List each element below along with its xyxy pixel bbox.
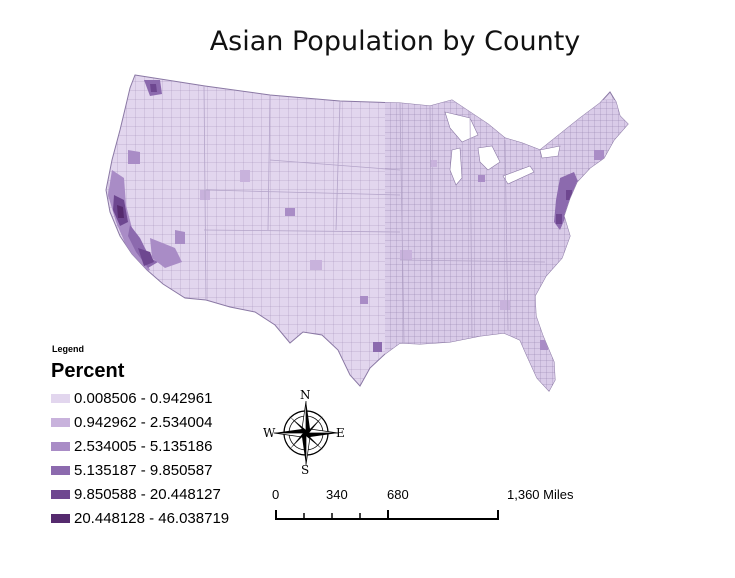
legend-label: 0.942962 - 2.534004: [74, 413, 213, 431]
legend-swatch: [50, 464, 71, 476]
compass-north-label: N: [300, 388, 311, 402]
compass-south-label: S: [301, 463, 310, 477]
legend-heading: Legend: [52, 344, 85, 354]
contiguous-us: [105, 74, 629, 392]
legend-item: 20.448128 - 46.038719: [50, 508, 229, 528]
legend-label: 2.534005 - 5.135186: [74, 437, 213, 455]
compass-rose: [273, 400, 339, 466]
legend-item: 5.135187 - 9.850587: [50, 460, 212, 480]
legend-label: 5.135187 - 9.850587: [74, 461, 213, 479]
legend-swatch: [50, 440, 71, 452]
legend-item: 0.008506 - 0.942961: [50, 388, 212, 408]
legend-swatch: [50, 416, 71, 428]
legend-item: 0.942962 - 2.534004: [50, 412, 212, 432]
legend-label: 9.850588 - 20.448127: [74, 485, 221, 503]
legend-label: 20.448128 - 46.038719: [74, 509, 230, 527]
legend-label: 0.008506 - 0.942961: [74, 389, 213, 407]
scale-tick-label: 680: [387, 487, 409, 502]
scale-bar: [275, 510, 499, 520]
legend-swatch: [50, 512, 71, 524]
legend-field-title: Percent: [51, 360, 125, 382]
compass-east-label: E: [336, 426, 345, 440]
legend-item: 2.534005 - 5.135186: [50, 436, 212, 456]
scale-tick-label: 1,360 Miles: [507, 487, 574, 502]
legend-swatch: [50, 488, 71, 500]
scale-tick-label: 0: [272, 487, 280, 502]
scale-tick-label: 340: [326, 487, 348, 502]
legend-item: 9.850588 - 20.448127: [50, 484, 221, 504]
compass-west-label: W: [263, 426, 276, 440]
map-title: Asian Population by County: [209, 26, 581, 57]
legend-swatch: [50, 392, 71, 404]
